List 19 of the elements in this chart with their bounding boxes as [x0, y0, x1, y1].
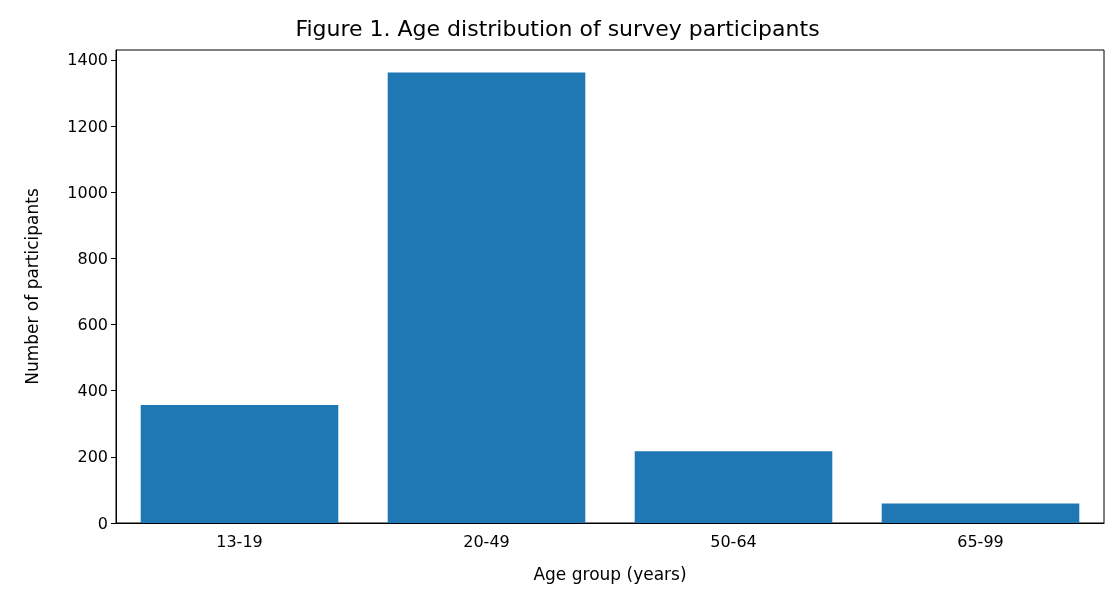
- y-tick-label: 0: [97, 513, 108, 533]
- bar: [140, 404, 339, 523]
- bar: [387, 72, 586, 523]
- y-tick-label: 400: [77, 381, 108, 401]
- y-tick-label: 1400: [67, 50, 108, 70]
- bar: [634, 451, 833, 523]
- x-tick-label: 50-64: [710, 531, 757, 551]
- y-axis-title: Number of participants: [21, 188, 42, 385]
- y-tick-label: 800: [77, 248, 108, 268]
- y-tick-label: 1200: [67, 116, 108, 136]
- bar: [881, 503, 1080, 523]
- x-tick-label: 20-49: [463, 531, 510, 551]
- y-tick-label: 600: [77, 315, 108, 335]
- x-axis-title: Age group (years): [533, 563, 687, 584]
- x-tick-label: 13-19: [216, 531, 263, 551]
- y-tick-label: 1000: [67, 182, 108, 202]
- y-tick-label: 200: [77, 447, 108, 467]
- chart-title: Figure 1. Age distribution of survey participants: [295, 15, 820, 41]
- x-tick-label: 65-99: [957, 531, 1004, 551]
